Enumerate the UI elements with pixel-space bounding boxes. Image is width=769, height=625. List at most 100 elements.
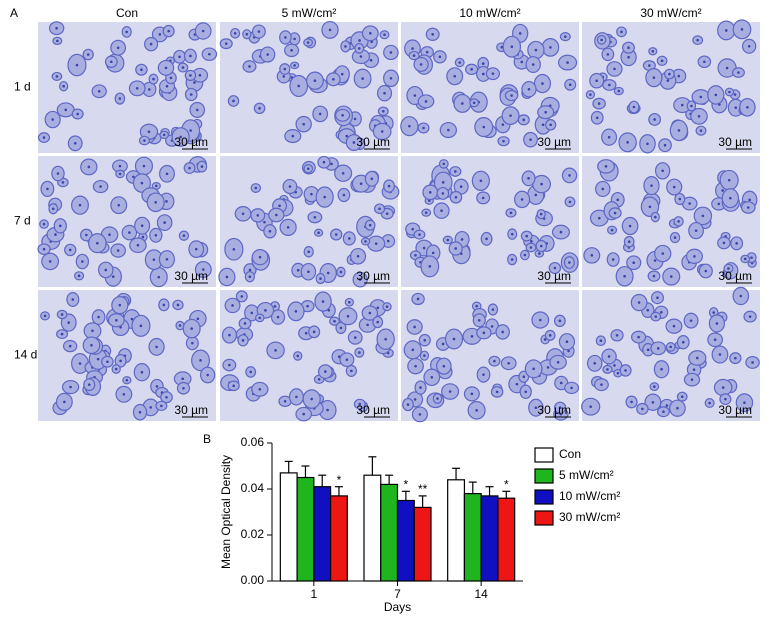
nucleus (414, 253, 417, 257)
nucleus (306, 41, 310, 44)
nucleus (616, 198, 620, 202)
nucleus (128, 231, 131, 234)
nucleus (724, 29, 728, 32)
nucleus (501, 123, 505, 126)
nucleus (495, 390, 499, 394)
nucleus (228, 333, 231, 337)
nucleus (613, 67, 616, 71)
nucleus (148, 88, 151, 91)
nucleus (626, 141, 629, 144)
significance: * (337, 473, 342, 487)
x-tick-label: 7 (394, 587, 401, 601)
nucleus (568, 83, 572, 87)
nucleus (332, 78, 335, 81)
nucleus (481, 62, 485, 65)
nucleus (297, 84, 301, 88)
nucleus (482, 373, 485, 376)
nucleus (55, 26, 58, 30)
nucleus (60, 332, 64, 336)
nucleus (119, 359, 122, 363)
nucleus (538, 252, 541, 255)
nucleus (440, 209, 443, 213)
nucleus (258, 255, 262, 259)
nucleus (566, 61, 569, 64)
nucleus (188, 166, 191, 170)
nucleus (411, 227, 415, 231)
nucleus (366, 323, 369, 327)
y-tick-label: 0.00 (241, 573, 265, 587)
nucleus (76, 112, 79, 116)
nucleus (717, 202, 721, 206)
nucleus (564, 35, 567, 38)
nucleus (607, 135, 611, 139)
nucleus (358, 351, 361, 354)
nucleus (339, 270, 343, 274)
nucleus (189, 129, 192, 132)
nucleus (446, 238, 450, 242)
nucleus (491, 72, 495, 75)
legend-label: 5 mW/cm² (559, 468, 614, 482)
nucleus (623, 274, 626, 278)
nucleus (648, 205, 652, 209)
nucleus (701, 214, 705, 218)
nucleus (653, 259, 657, 262)
nucleus (624, 369, 627, 372)
nucleus (231, 304, 234, 307)
nucleus (135, 87, 139, 90)
nucleus (530, 240, 533, 243)
nucleus (347, 237, 351, 240)
nucleus (680, 103, 684, 107)
nucleus (282, 75, 286, 78)
nucleus (364, 240, 367, 243)
nucleus (266, 53, 269, 56)
nucleus (165, 172, 169, 176)
nucleus (704, 269, 708, 273)
nucleus (77, 274, 81, 278)
nucleus (452, 337, 456, 341)
nucleus (620, 30, 623, 34)
column-header: 10 mW/cm² (459, 6, 520, 20)
nucleus (648, 64, 651, 67)
nucleus (676, 406, 679, 410)
significance: ** (418, 482, 428, 496)
nucleus (178, 324, 182, 327)
nucleus (312, 330, 316, 334)
chart: 0.00 0.02 0.04 0.06 Mean Optical Density Days… (219, 435, 620, 614)
bar (396, 499, 415, 582)
nucleus (296, 268, 300, 272)
nucleus (318, 112, 322, 116)
nucleus (601, 187, 605, 191)
nucleus (370, 40, 373, 44)
nucleus (181, 377, 184, 381)
nucleus (87, 165, 91, 169)
nucleus (264, 309, 267, 312)
nucleus (154, 184, 158, 188)
bar (363, 474, 382, 582)
nucleus (96, 241, 99, 245)
scale-bar-label: 30 µm (718, 135, 752, 149)
nucleus (677, 74, 681, 78)
nucleus (548, 334, 552, 337)
nucleus (663, 143, 667, 147)
nucleus (86, 53, 90, 56)
nucleus (515, 382, 519, 386)
nucleus (370, 177, 374, 181)
nucleus (546, 366, 550, 369)
nucleus (646, 348, 650, 352)
nucleus (493, 359, 496, 363)
nucleus (250, 311, 254, 315)
nucleus (158, 33, 162, 36)
nucleus (125, 378, 129, 382)
nucleus (114, 367, 118, 371)
nucleus (139, 324, 143, 328)
nucleus (750, 256, 753, 259)
nucleus (668, 72, 671, 76)
panel-label: A (10, 6, 18, 20)
nucleus (662, 410, 665, 414)
scale-bar-label: 30 µm (537, 403, 571, 417)
nucleus (589, 405, 593, 408)
nucleus (78, 203, 82, 207)
nucleus (91, 329, 94, 333)
nucleus (118, 172, 122, 176)
column-header: 30 mW/cm² (640, 6, 701, 20)
